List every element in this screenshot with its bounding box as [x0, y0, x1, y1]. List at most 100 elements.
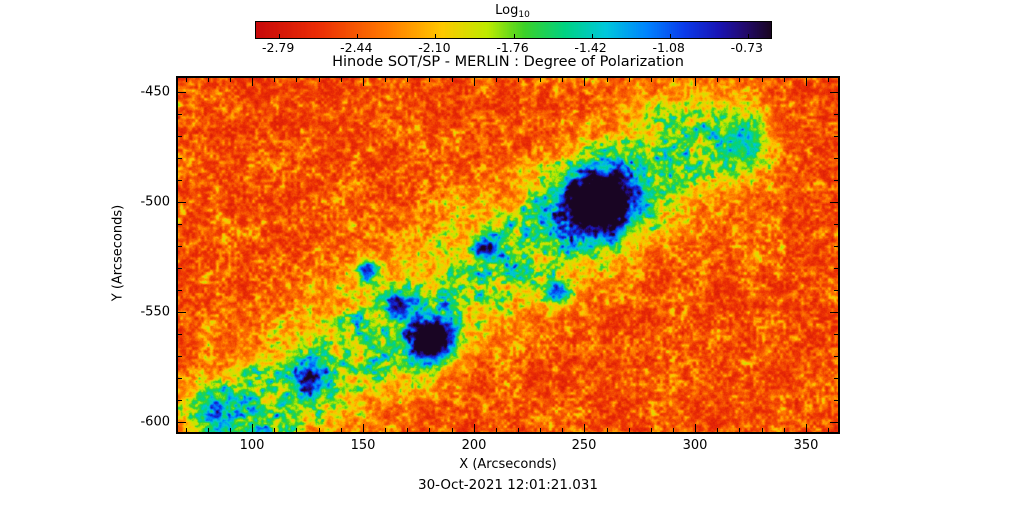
axis-tick: [607, 428, 608, 432]
colorbar-tick: [435, 34, 437, 38]
axis-tick: [540, 428, 541, 432]
colorbar-tick: [591, 34, 593, 38]
axis-tick: [274, 428, 275, 432]
date-caption: 30-Oct-2021 12:01:21.031: [418, 477, 598, 493]
axis-tick: [834, 334, 838, 335]
colorbar-tick: [513, 34, 515, 38]
axis-tick: [834, 158, 838, 159]
axis-tick: [806, 424, 807, 432]
axis-tick: [717, 78, 718, 82]
axis-tick: [828, 428, 829, 432]
axis-tick: [178, 202, 186, 203]
axis-tick: [762, 78, 763, 82]
axis-tick: [474, 78, 475, 86]
axis-tick: [252, 78, 253, 86]
axis-tick: [673, 428, 674, 432]
axis-tick: [562, 78, 563, 82]
axis-tick: [178, 378, 182, 379]
colorbar-tick-labels: -2.79 -2.44 -2.10 -1.76 -1.42 -1.08 -0.73: [255, 40, 770, 55]
axis-tick: [496, 78, 497, 82]
y-tick-label: -450: [140, 84, 170, 100]
axis-tick: [584, 424, 585, 432]
axis-tick: [717, 428, 718, 432]
axis-tick: [429, 78, 430, 82]
axis-tick: [319, 78, 320, 82]
axis-tick: [607, 78, 608, 82]
axis-tick: [834, 268, 838, 269]
colorbar: [255, 21, 772, 39]
axis-tick: [363, 424, 364, 432]
axis-tick: [834, 356, 838, 357]
axis-tick: [385, 428, 386, 432]
colorbar-tick: [279, 34, 281, 38]
axis-tick: [178, 92, 186, 93]
axis-tick: [452, 428, 453, 432]
axis-tick: [319, 428, 320, 432]
x-tick-label: 150: [350, 438, 376, 453]
chart-title: Hinode SOT/SP - MERLIN : Degree of Polar…: [332, 54, 684, 70]
colorbar-tick-label: -1.08: [652, 40, 685, 55]
axis-tick: [178, 422, 186, 423]
x-tick-label: 250: [571, 438, 597, 453]
axis-tick: [629, 428, 630, 432]
axis-tick: [178, 246, 182, 247]
colorbar-tick: [747, 34, 749, 38]
colorbar-tick-label: -1.76: [496, 40, 529, 55]
axis-tick: [834, 136, 838, 137]
axis-tick: [407, 428, 408, 432]
axis-tick: [518, 428, 519, 432]
axis-tick: [695, 78, 696, 86]
axis-tick: [341, 78, 342, 82]
axis-tick: [178, 290, 182, 291]
axis-tick: [208, 78, 209, 82]
axis-tick: [784, 78, 785, 82]
axis-tick: [830, 202, 838, 203]
axis-tick: [178, 312, 186, 313]
y-axis-label: Y (Arcseconds): [110, 204, 126, 302]
axis-tick: [830, 92, 838, 93]
y-tick-label: -600: [140, 414, 170, 430]
colorbar-tick-label: -2.10: [418, 40, 451, 55]
axis-tick: [784, 428, 785, 432]
axis-tick: [178, 356, 182, 357]
axis-tick: [834, 378, 838, 379]
axis-tick: [274, 78, 275, 82]
axis-tick: [695, 424, 696, 432]
axis-tick: [178, 400, 182, 401]
axis-tick: [178, 180, 182, 181]
axis-tick: [178, 136, 182, 137]
axis-tick: [834, 180, 838, 181]
axis-tick: [186, 78, 187, 82]
y-tick-label: -500: [140, 194, 170, 210]
axis-tick: [562, 428, 563, 432]
y-tick-label: -550: [140, 304, 170, 320]
axis-tick: [341, 428, 342, 432]
axis-tick: [178, 224, 182, 225]
axis-tick: [830, 312, 838, 313]
axis-tick: [629, 78, 630, 82]
axis-tick: [363, 78, 364, 86]
axis-tick: [296, 78, 297, 82]
axis-tick: [739, 428, 740, 432]
colorbar-tick-label: -2.44: [340, 40, 373, 55]
axis-tick: [834, 114, 838, 115]
colorbar-tick-label: -0.73: [730, 40, 763, 55]
axis-tick: [208, 428, 209, 432]
axis-tick: [673, 78, 674, 82]
colorbar-tick: [357, 34, 359, 38]
axis-tick: [429, 428, 430, 432]
axis-tick: [496, 428, 497, 432]
x-tick-label: 350: [793, 438, 819, 453]
axis-tick: [230, 78, 231, 82]
plot-area: [176, 76, 840, 434]
axis-tick: [474, 424, 475, 432]
axis-tick: [385, 78, 386, 82]
axis-tick: [834, 400, 838, 401]
x-axis-label: X (Arcseconds): [459, 457, 557, 472]
axis-tick: [178, 114, 182, 115]
axis-tick: [407, 78, 408, 82]
colorbar-title-text: Log: [495, 3, 519, 18]
colorbar-tick-label: -2.79: [262, 40, 295, 55]
axis-tick: [178, 268, 182, 269]
